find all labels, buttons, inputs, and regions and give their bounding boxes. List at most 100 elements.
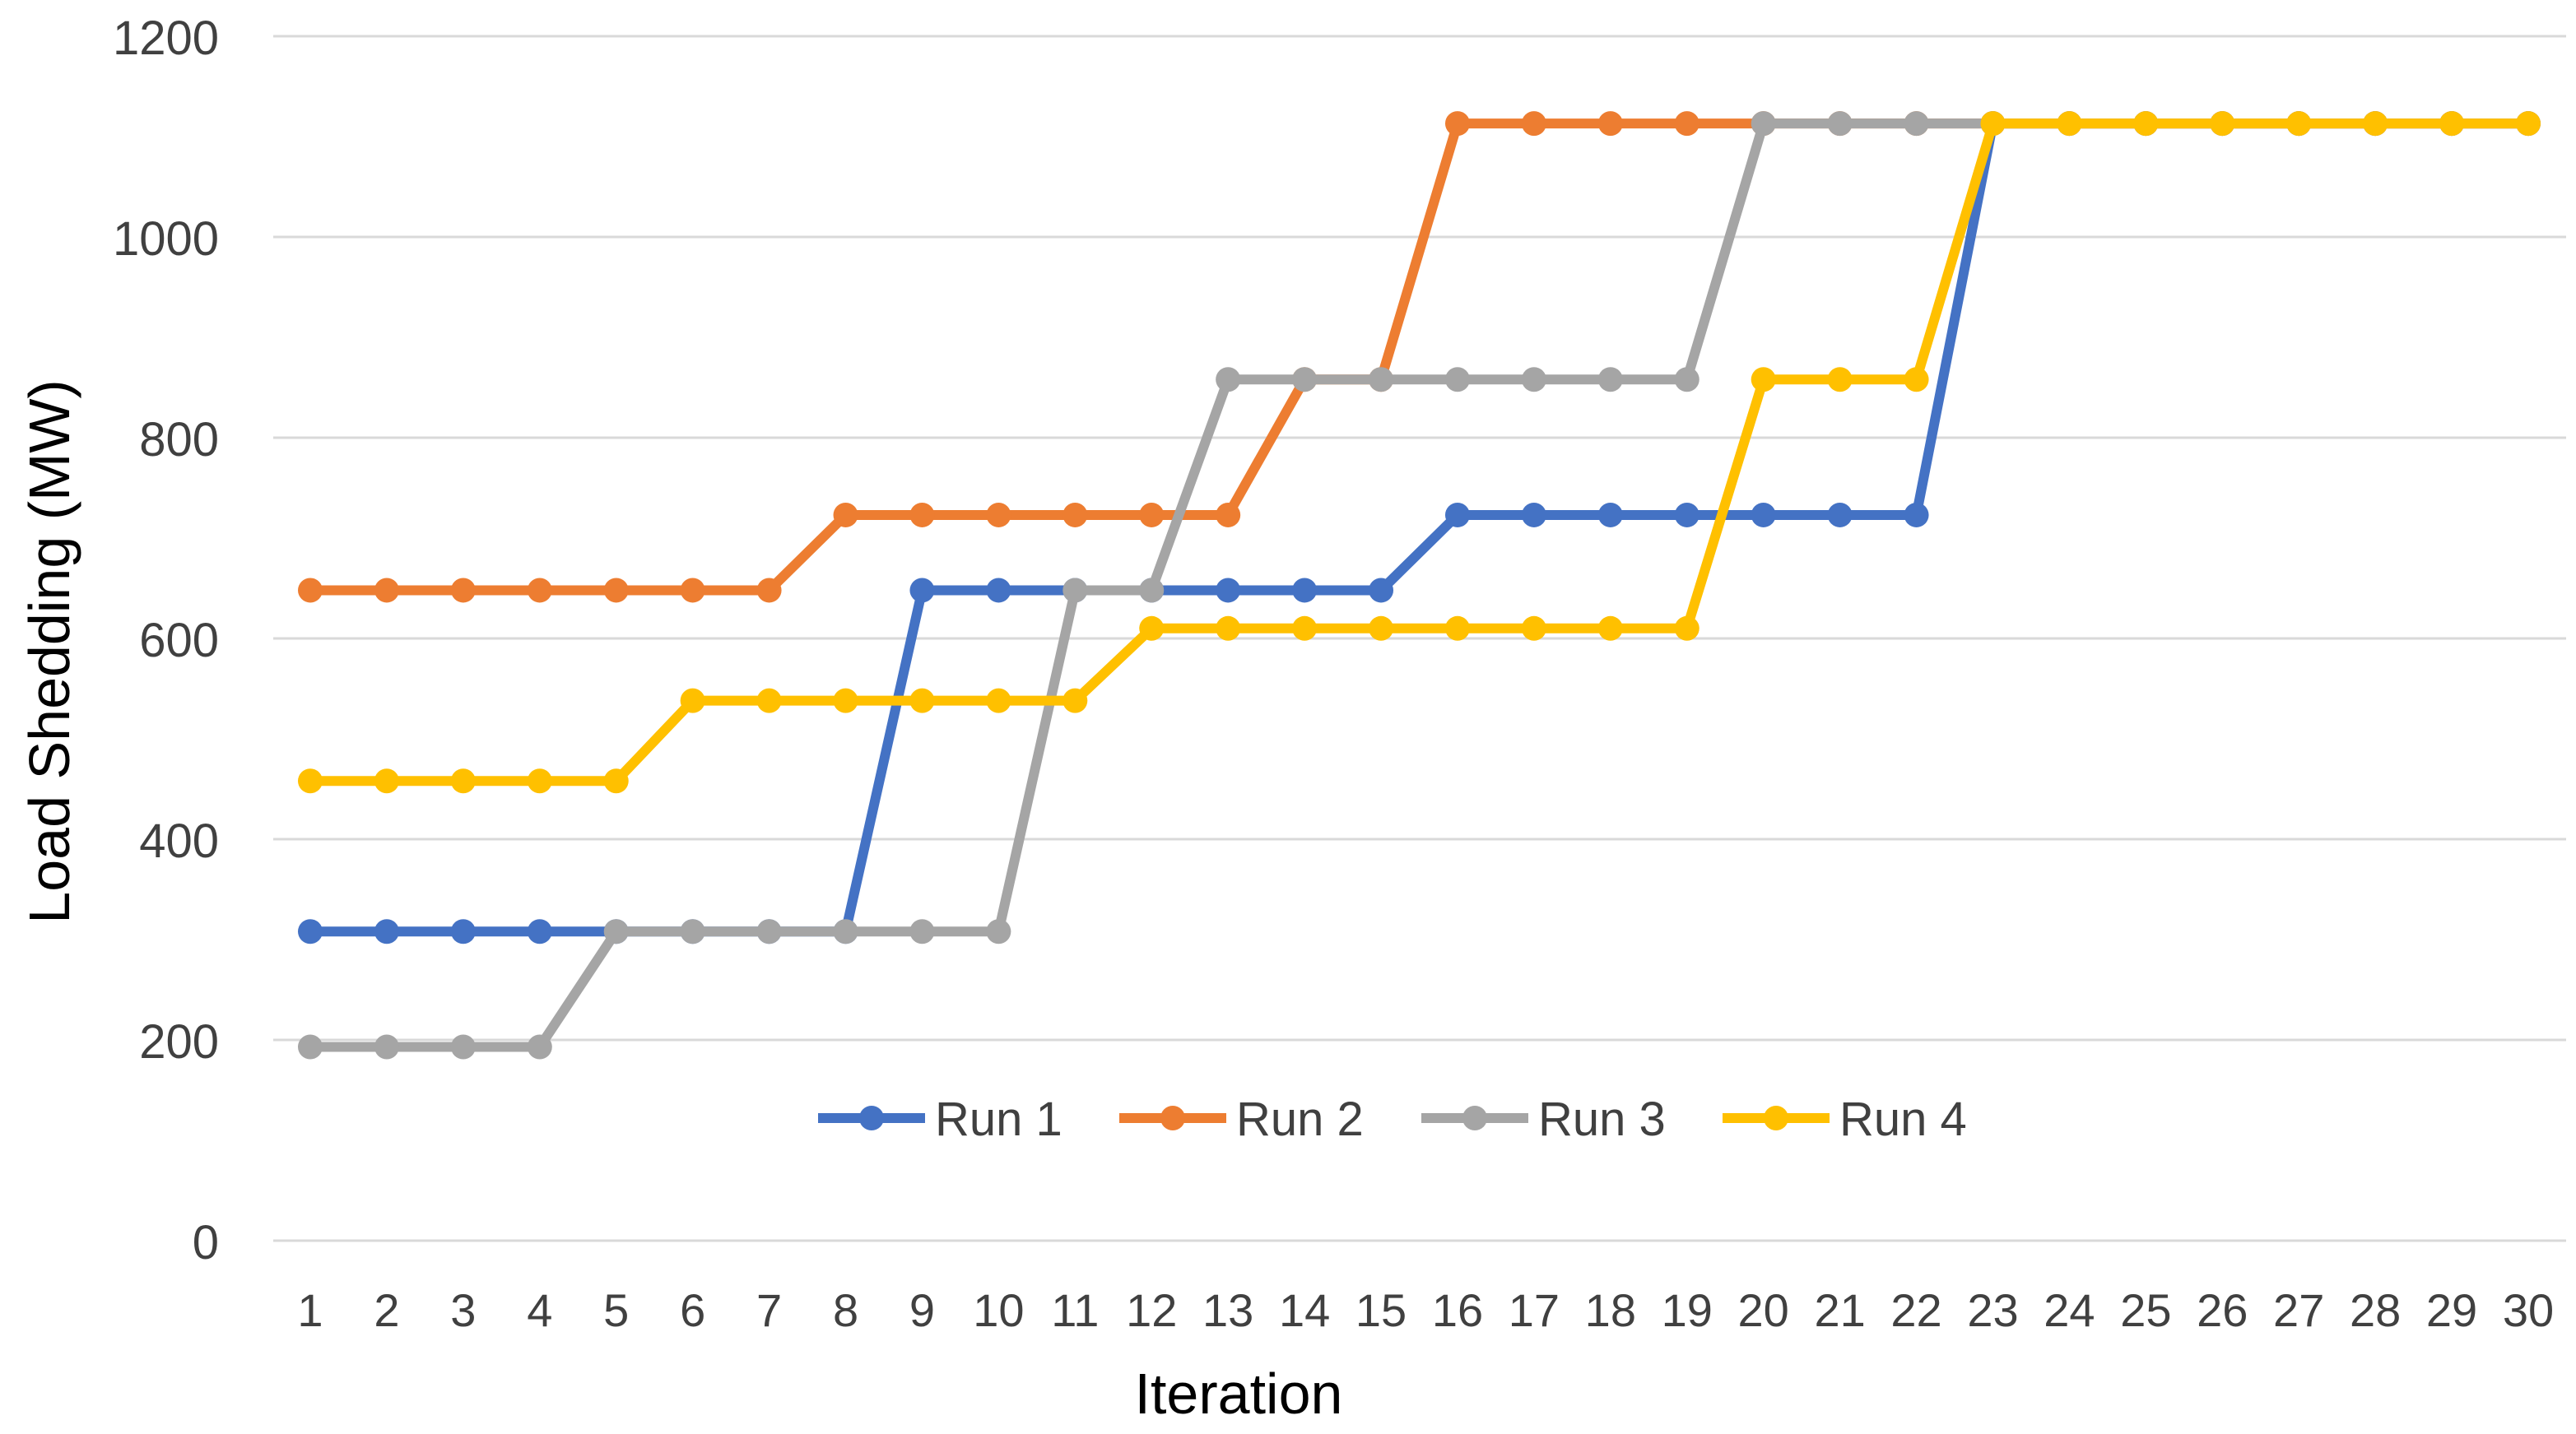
x-tick-label: 4 [527,1284,552,1336]
data-point [1292,367,1318,392]
data-point [756,578,782,603]
data-point [298,768,323,794]
data-point [1674,367,1700,392]
data-point [1444,367,1470,392]
y-tick-label: 1000 [113,212,219,266]
legend-label: Run 4 [1839,1093,1967,1146]
legend-item: Run 4 [1723,1093,1967,1146]
x-tick-label: 28 [2350,1284,2401,1336]
y-tick-label: 0 [193,1216,219,1269]
data-point [2210,111,2235,137]
series-group [298,111,2541,1060]
legend-marker [1462,1106,1487,1130]
x-tick-label: 2 [374,1284,399,1336]
data-point [756,919,782,944]
data-point [680,578,705,603]
data-point [2133,111,2159,137]
y-tick-label: 400 [139,814,219,868]
x-tick-label: 11 [1051,1284,1099,1336]
data-point [986,919,1011,944]
data-point [1674,502,1700,527]
x-tick-label: 29 [2426,1284,2477,1336]
gridlines [273,35,2566,1242]
x-tick-label: 23 [1967,1284,2018,1336]
data-point [1597,502,1623,527]
data-point [374,1034,399,1060]
x-tick-label: 1 [297,1284,323,1336]
data-point [986,688,1011,713]
x-tick-label: 19 [1662,1284,1713,1336]
x-tick-label: 16 [1432,1284,1483,1336]
data-point [1674,111,1700,137]
data-point [374,578,399,603]
x-tick-label: 5 [603,1284,629,1336]
x-tick-label: 9 [909,1284,935,1336]
data-point [1216,367,1241,392]
data-point [450,919,476,944]
data-point [527,1034,552,1060]
data-point [1597,615,1623,641]
data-point [1369,578,1394,603]
data-point [1827,502,1853,527]
x-tick-label: 27 [2273,1284,2324,1336]
legend-item: Run 3 [1421,1093,1666,1146]
data-point [450,768,476,794]
data-point [1597,111,1623,137]
legend-marker [1764,1106,1788,1130]
data-point [450,1034,476,1060]
data-point [833,919,858,944]
data-point [2057,111,2082,137]
legend-item: Run 1 [818,1093,1062,1146]
data-point [1751,111,1776,137]
data-point [1444,615,1470,641]
series-line [305,118,2533,787]
data-point [1062,688,1088,713]
x-tick-label: 15 [1355,1284,1407,1336]
data-point [2516,111,2541,137]
y-tick-label: 200 [139,1015,219,1069]
data-point [756,688,782,713]
series-2 [298,111,2541,603]
data-point [527,768,552,794]
x-tick-label: 8 [833,1284,858,1336]
data-point [1292,615,1318,641]
x-tick-label: 18 [1585,1284,1636,1336]
x-tick-label: 13 [1202,1284,1253,1336]
data-point [986,502,1011,527]
legend-marker [1160,1106,1185,1130]
legend-marker [859,1106,884,1130]
data-point [1139,578,1165,603]
data-point [1369,367,1394,392]
data-point [1521,367,1546,392]
data-point [1827,111,1853,137]
x-tick-label: 6 [680,1284,705,1336]
data-point [374,768,399,794]
data-point [1980,111,2006,137]
data-point [1444,111,1470,137]
legend: Run 1 Run 2 Run 3 Run 4 [818,1093,1967,1146]
data-point [298,1034,323,1060]
data-point [2363,111,2388,137]
series-4 [298,111,2541,794]
y-tick-label: 800 [139,413,219,466]
data-point [833,688,858,713]
data-point [1597,367,1623,392]
x-tick-label: 3 [450,1284,476,1336]
data-point [298,919,323,944]
x-tick-label: 12 [1126,1284,1177,1336]
data-point [1751,367,1776,392]
data-point [1216,578,1241,603]
data-point [986,578,1011,603]
legend-label: Run 2 [1236,1093,1364,1146]
data-point [1827,367,1853,392]
y-axis-tick-labels: 0 200 400 600 800 1000 1200 [113,12,219,1269]
x-tick-label: 26 [2197,1284,2248,1336]
y-tick-label: 1200 [113,12,219,65]
y-axis-label: Load Shedding (MW) [17,379,81,923]
data-point [450,578,476,603]
data-point [1216,615,1241,641]
data-point [1904,111,1929,137]
x-tick-label: 20 [1738,1284,1789,1336]
data-point [1062,578,1088,603]
